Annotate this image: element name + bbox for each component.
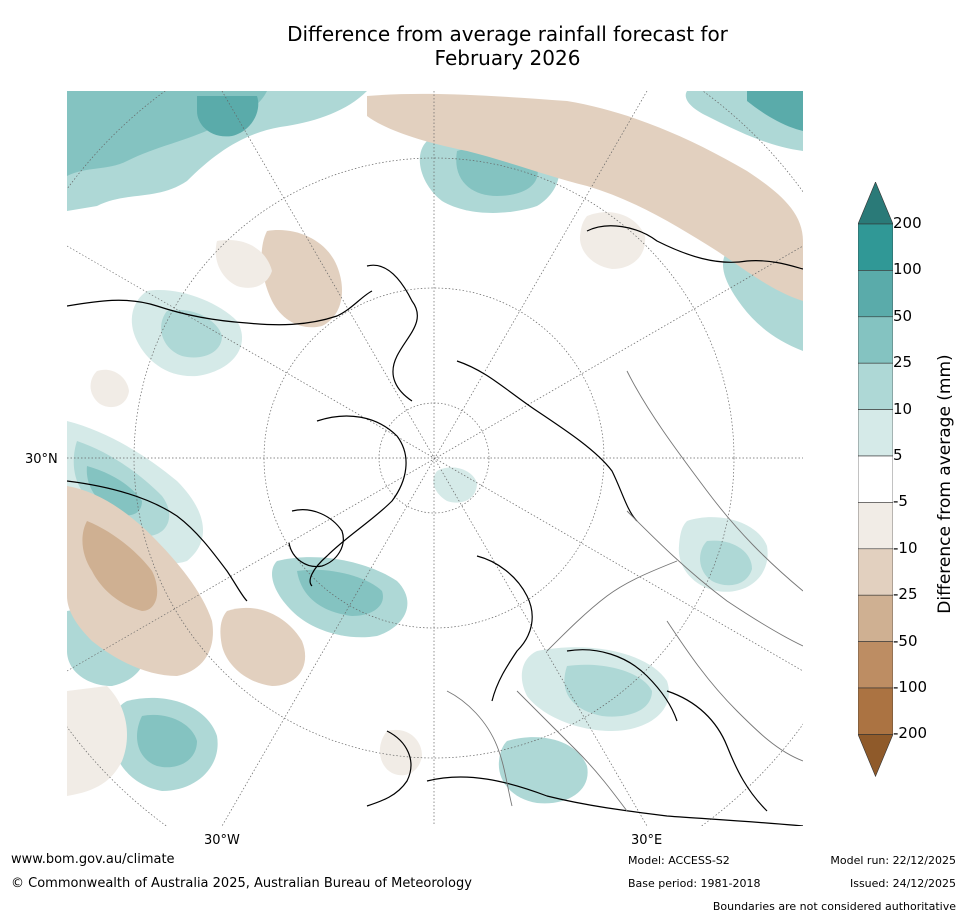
colorbar-tick-label: -10 (893, 538, 918, 557)
colorbar-swatch (858, 409, 893, 457)
colorbar-swatch (858, 548, 893, 596)
colorbar-swatch (858, 455, 893, 503)
dry-anomaly-regions (67, 93, 803, 796)
graticule (67, 91, 803, 826)
map-canvas (67, 91, 803, 826)
colorbar-tick-label: 100 (893, 260, 922, 279)
chart-title: Difference from average rainfall forecas… (200, 22, 815, 70)
disclaimer-text: Boundaries are not considered authoritat… (712, 900, 956, 913)
colorbar-swatch (858, 641, 893, 689)
colorbar-tick-label: 200 (893, 214, 922, 232)
colorbar-swatch (858, 594, 893, 642)
title-line-1: Difference from average rainfall forecas… (287, 22, 728, 46)
colorbar-tick-label: 25 (893, 353, 913, 372)
country-borders (446, 370, 803, 812)
colorbar-tick-label: -25 (893, 585, 918, 604)
colorbar-swatch (858, 362, 893, 410)
colorbar-swatch (858, 316, 893, 364)
colorbar-tick-label: 10 (893, 399, 913, 418)
model-text: Model: ACCESS-S2 (628, 854, 730, 867)
title-line-2: February 2026 (434, 46, 581, 70)
colorbar-swatch (858, 502, 893, 550)
model-run-text: Model run: 22/12/2025 (830, 854, 956, 867)
longitude-label-30e: 30°E (631, 833, 663, 848)
colorbar-swatch (858, 223, 893, 271)
rainfall-anomaly-map[interactable] (67, 91, 803, 826)
coastlines (67, 225, 803, 826)
copyright-text: © Commonwealth of Australia 2025, Austra… (11, 876, 472, 891)
colorbar-extend-top (858, 182, 893, 225)
colorbar-tick-label: -50 (893, 631, 918, 650)
colorbar (858, 182, 893, 778)
colorbar-tick-label: 50 (893, 306, 913, 325)
wet-anomaly-regions (67, 91, 803, 804)
colorbar-tick-label: -100 (893, 678, 928, 696)
issued-text: Issued: 24/12/2025 (849, 877, 956, 890)
colorbar-swatches (858, 182, 893, 778)
colorbar-extend-bottom (858, 734, 893, 778)
colorbar-tick-label: 5 (893, 446, 903, 464)
base-period-text: Base period: 1981-2018 (628, 877, 761, 890)
colorbar-tick-label: -200 (893, 724, 928, 743)
colorbar-tick-label: -5 (893, 492, 908, 511)
colorbar-swatch (858, 270, 893, 318)
latitude-label-30n: 30°N (25, 452, 58, 467)
longitude-label-30w: 30°W (204, 833, 240, 848)
colorbar-swatch (858, 687, 893, 735)
colorbar-title: Difference from average (mm) (935, 354, 955, 614)
website-link[interactable]: www.bom.gov.au/climate (11, 852, 175, 867)
